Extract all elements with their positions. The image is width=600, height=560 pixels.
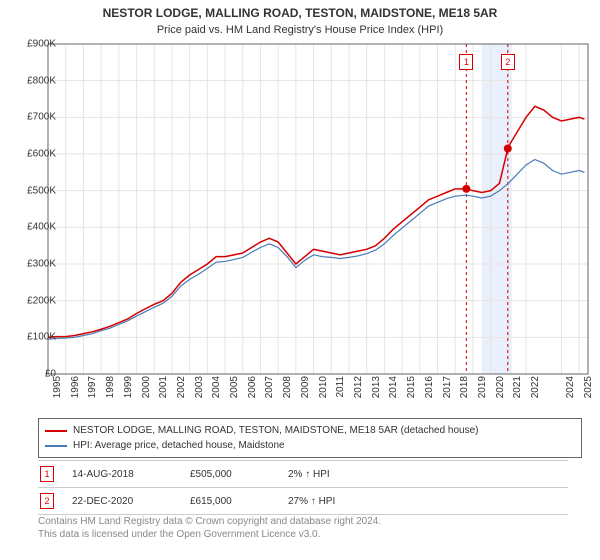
x-tick-label: 2014 bbox=[388, 376, 399, 398]
x-tick-label: 2009 bbox=[300, 376, 311, 398]
plot-svg bbox=[48, 44, 588, 374]
x-tick-label: 2021 bbox=[512, 376, 523, 398]
x-tick-label: 2019 bbox=[477, 376, 488, 398]
legend-swatch bbox=[45, 430, 67, 432]
legend-label: NESTOR LODGE, MALLING ROAD, TESTON, MAID… bbox=[73, 423, 479, 438]
chart-title: NESTOR LODGE, MALLING ROAD, TESTON, MAID… bbox=[0, 0, 600, 22]
x-tick-label: 2000 bbox=[141, 376, 152, 398]
event-pct: 27% ↑ HPI bbox=[288, 496, 358, 507]
x-tick-label: 2017 bbox=[442, 376, 453, 398]
y-tick-label: £300K bbox=[27, 259, 56, 270]
chart-container: NESTOR LODGE, MALLING ROAD, TESTON, MAID… bbox=[0, 0, 600, 560]
footer: Contains HM Land Registry data © Crown c… bbox=[38, 515, 381, 541]
event-marker-box: 1 bbox=[459, 54, 473, 70]
x-tick-label: 2025 bbox=[583, 376, 594, 398]
event-price: £615,000 bbox=[190, 496, 270, 507]
chart-subtitle: Price paid vs. HM Land Registry's House … bbox=[0, 22, 600, 36]
footer-line1: Contains HM Land Registry data © Crown c… bbox=[38, 515, 381, 528]
event-date: 14-AUG-2018 bbox=[72, 469, 172, 480]
x-tick-label: 2011 bbox=[335, 376, 346, 398]
y-tick-label: £900K bbox=[27, 39, 56, 50]
event-row: 1 14-AUG-2018 £505,000 2% ↑ HPI bbox=[38, 460, 568, 488]
y-tick-label: £400K bbox=[27, 222, 56, 233]
x-tick-label: 2013 bbox=[371, 376, 382, 398]
event-marker-box: 2 bbox=[501, 54, 515, 70]
legend-item: HPI: Average price, detached house, Maid… bbox=[45, 438, 575, 453]
event-price: £505,000 bbox=[190, 469, 270, 480]
x-tick-label: 2024 bbox=[565, 376, 576, 398]
legend: NESTOR LODGE, MALLING ROAD, TESTON, MAID… bbox=[38, 418, 582, 458]
event-pct: 2% ↑ HPI bbox=[288, 469, 358, 480]
x-tick-label: 2015 bbox=[406, 376, 417, 398]
x-tick-label: 1998 bbox=[105, 376, 116, 398]
x-tick-label: 2003 bbox=[194, 376, 205, 398]
y-tick-label: £700K bbox=[27, 112, 56, 123]
event-number: 1 bbox=[40, 466, 54, 482]
x-tick-label: 1995 bbox=[52, 376, 63, 398]
x-tick-label: 2012 bbox=[353, 376, 364, 398]
x-tick-label: 2005 bbox=[229, 376, 240, 398]
chart-area bbox=[48, 44, 588, 374]
x-tick-label: 2016 bbox=[424, 376, 435, 398]
footer-line2: This data is licensed under the Open Gov… bbox=[38, 528, 381, 541]
y-tick-label: £200K bbox=[27, 295, 56, 306]
x-tick-label: 2008 bbox=[282, 376, 293, 398]
events-table: 1 14-AUG-2018 £505,000 2% ↑ HPI 2 22-DEC-2020… bbox=[38, 460, 568, 515]
event-number: 2 bbox=[40, 493, 54, 509]
x-tick-label: 2002 bbox=[176, 376, 187, 398]
x-tick-label: 1997 bbox=[87, 376, 98, 398]
x-tick-label: 2007 bbox=[264, 376, 275, 398]
y-tick-label: £100K bbox=[27, 332, 56, 343]
legend-label: HPI: Average price, detached house, Maid… bbox=[73, 438, 285, 453]
event-date: 22-DEC-2020 bbox=[72, 496, 172, 507]
legend-swatch bbox=[45, 445, 67, 447]
x-tick-label: 2001 bbox=[158, 376, 169, 398]
x-tick-label: 2018 bbox=[459, 376, 470, 398]
x-tick-label: 2006 bbox=[247, 376, 258, 398]
x-tick-label: 1999 bbox=[123, 376, 134, 398]
y-tick-label: £600K bbox=[27, 149, 56, 160]
x-tick-label: 2004 bbox=[211, 376, 222, 398]
x-tick-label: 2022 bbox=[530, 376, 541, 398]
x-tick-label: 2010 bbox=[318, 376, 329, 398]
y-tick-label: £800K bbox=[27, 75, 56, 86]
legend-item: NESTOR LODGE, MALLING ROAD, TESTON, MAID… bbox=[45, 423, 575, 438]
event-row: 2 22-DEC-2020 £615,000 27% ↑ HPI bbox=[38, 488, 568, 515]
y-tick-label: £500K bbox=[27, 185, 56, 196]
x-tick-label: 1996 bbox=[70, 376, 81, 398]
x-tick-label: 2020 bbox=[495, 376, 506, 398]
